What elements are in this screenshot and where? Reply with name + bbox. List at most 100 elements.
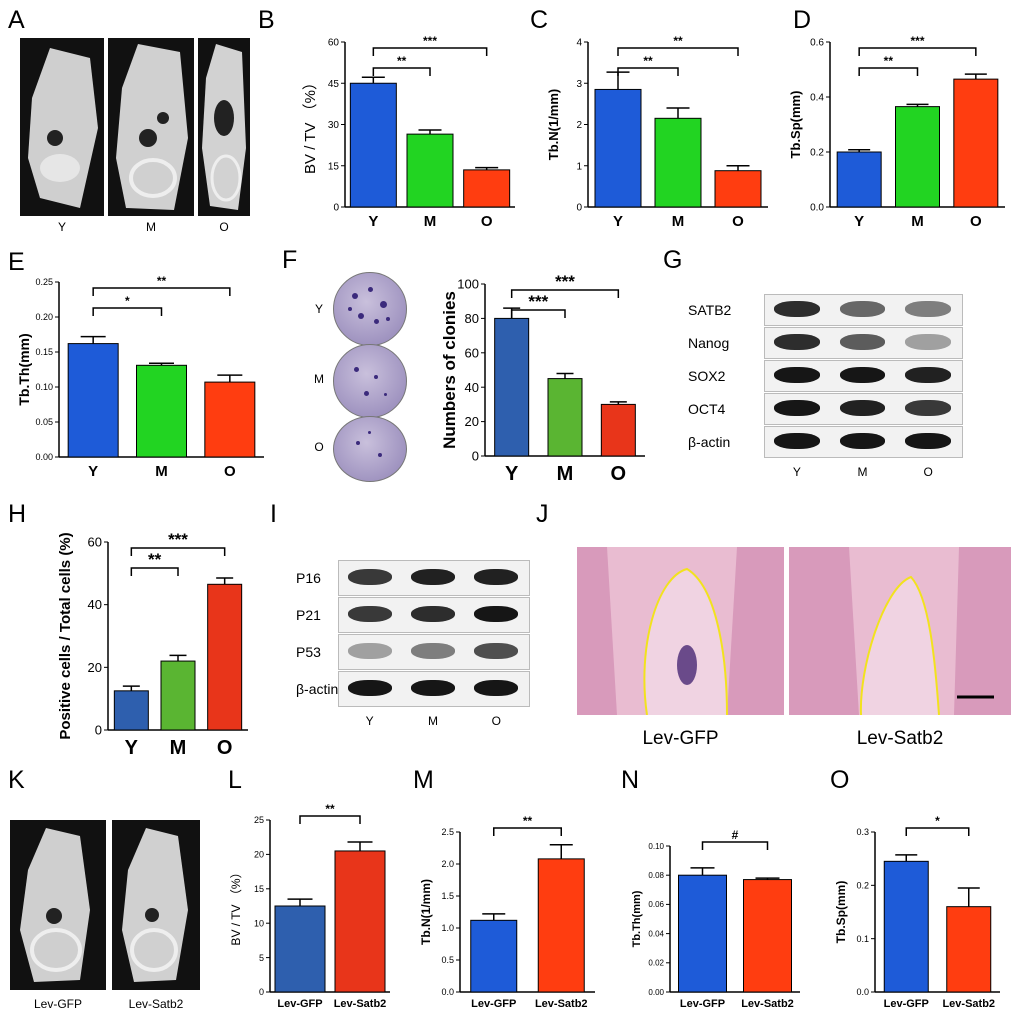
blot-band-i-2-0 bbox=[347, 643, 392, 659]
y-tick-label-h: 20 bbox=[88, 660, 102, 675]
bar-h-0 bbox=[113, 690, 149, 731]
significance-bracket-h-0 bbox=[130, 567, 179, 576]
y-tick-label-f: 60 bbox=[465, 345, 479, 360]
blot-lane-label-g-0: Y bbox=[792, 465, 801, 479]
significance-label-h-1: *** bbox=[168, 530, 188, 549]
blot-band-g-0-1 bbox=[839, 301, 886, 317]
y-tick-label-e: 0.20 bbox=[35, 312, 53, 322]
category-label-h-1: M bbox=[170, 737, 187, 759]
category-label-f-0: Y bbox=[505, 463, 519, 485]
panel-letter-n: N bbox=[621, 766, 640, 794]
bar-c-1 bbox=[654, 117, 702, 208]
category-label-e-1: M bbox=[155, 463, 168, 480]
bar-e-1 bbox=[136, 364, 187, 458]
significance-bracket-m-0 bbox=[493, 827, 562, 836]
blot-row-label-g-0: SATB2 bbox=[688, 301, 732, 318]
y-tick-label-e: 0.05 bbox=[35, 417, 53, 427]
y-tick-label-l: 20 bbox=[254, 850, 264, 860]
y-tick-label-f: 100 bbox=[457, 277, 479, 292]
y-tick-label-l: 15 bbox=[254, 884, 264, 894]
significance-bracket-f-0 bbox=[510, 309, 566, 318]
significance-bracket-d-0 bbox=[858, 67, 919, 76]
y-axis-label-f: Numbers of clonies bbox=[440, 291, 459, 449]
category-label-b-0: Y bbox=[368, 213, 378, 230]
y-axis-label-d: Tb.Sp(mm) bbox=[790, 91, 803, 159]
significance-label-o-0: * bbox=[935, 814, 940, 828]
caption-a-m: M bbox=[146, 220, 156, 234]
category-label-m-0: Lev-GFP bbox=[471, 998, 516, 1010]
y-tick-label-h: 60 bbox=[88, 535, 102, 550]
significance-label-c-1: ** bbox=[673, 34, 683, 48]
y-tick-label-o: 0.3 bbox=[856, 827, 869, 837]
microct-image-m bbox=[108, 38, 194, 216]
bar-m-1 bbox=[537, 858, 585, 993]
bar-f-0 bbox=[494, 317, 530, 457]
caption-a-y: Y bbox=[57, 220, 66, 234]
bar-b-0 bbox=[349, 82, 397, 208]
y-axis-label-l: BV / TV （%） bbox=[230, 866, 243, 945]
chart-o: 0.0 0.1 0.2 0.3 Tb.Sp(mm) Lev-GFP Lev-Satb2 * bbox=[835, 814, 1000, 1010]
y-tick-label-o: 0.0 bbox=[856, 987, 869, 997]
y-tick-label-b: 60 bbox=[328, 38, 340, 49]
y-tick-label-o: 0.1 bbox=[856, 934, 869, 944]
caption-j-lev-gfp: Lev-GFP bbox=[642, 728, 719, 749]
bar-b-2 bbox=[463, 169, 511, 208]
significance-label-b-0: ** bbox=[397, 54, 407, 68]
y-tick-label-h: 0 bbox=[95, 723, 102, 738]
significance-label-e-0: * bbox=[125, 294, 130, 308]
y-tick-label-n: 0.06 bbox=[648, 900, 664, 909]
panel-letter-b: B bbox=[258, 6, 275, 34]
blot-band-g-2-2 bbox=[905, 367, 952, 383]
y-tick-label-f: 40 bbox=[465, 380, 479, 395]
panel-letter-d: D bbox=[793, 6, 812, 34]
significance-bracket-l-0 bbox=[299, 815, 361, 824]
y-tick-label-n: 0.02 bbox=[648, 959, 664, 968]
significance-bracket-f-1 bbox=[510, 289, 620, 298]
significance-bracket-c-0 bbox=[617, 67, 679, 76]
blot-band-g-3-2 bbox=[905, 400, 952, 416]
significance-label-d-1: *** bbox=[910, 34, 924, 48]
panel-letter-g: G bbox=[663, 246, 683, 274]
bar-n-1 bbox=[743, 879, 792, 993]
significance-bracket-b-0 bbox=[372, 67, 431, 76]
category-label-d-1: M bbox=[911, 213, 924, 230]
blot-band-i-1-1 bbox=[410, 606, 456, 622]
bar-f-1 bbox=[547, 378, 583, 457]
panel-letter-j: J bbox=[536, 500, 549, 528]
bar-c-0 bbox=[594, 88, 642, 208]
caption-a-o: O bbox=[219, 220, 229, 234]
chart-d: 0.00.20.40.6Tb.Sp(mm)Y M O***** bbox=[790, 34, 1005, 230]
category-label-e-0: Y bbox=[88, 463, 98, 480]
y-axis-label-h: Positive cells / Total cells (%) bbox=[57, 532, 74, 739]
bar-h-2 bbox=[207, 583, 243, 731]
y-tick-label-n: 0.08 bbox=[648, 871, 664, 880]
significance-label-f-1: *** bbox=[555, 272, 575, 291]
microct-image-o bbox=[198, 38, 250, 216]
bar-d-2 bbox=[953, 78, 999, 208]
blot-band-i-3-1 bbox=[410, 680, 456, 696]
y-tick-label-f: 20 bbox=[465, 414, 479, 429]
bar-d-1 bbox=[895, 106, 940, 208]
y-tick-label-e: 0.10 bbox=[35, 382, 53, 392]
y-tick-label-c: 2 bbox=[576, 120, 582, 131]
chart-l: 0 5 10 15 20 25 BV / TV （%） Lev-GFP Lev-Satb2 ** bbox=[230, 802, 390, 1010]
blot-band-i-1-2 bbox=[474, 606, 519, 622]
significance-label-d-0: ** bbox=[884, 54, 894, 68]
microct-image-lev-gfp bbox=[10, 820, 106, 990]
y-axis-label-c: Tb.N(1/mm) bbox=[548, 89, 561, 161]
blot-band-g-4-1 bbox=[839, 433, 886, 449]
y-tick-label-m: 0.5 bbox=[441, 955, 454, 965]
bar-e-2 bbox=[204, 381, 256, 458]
category-label-f-2: O bbox=[611, 463, 627, 485]
panel-letter-o: O bbox=[830, 766, 850, 794]
category-label-h-0: Y bbox=[125, 737, 139, 759]
y-tick-label-d: 0.6 bbox=[810, 38, 824, 49]
blot-row-label-g-2: SOX2 bbox=[688, 367, 726, 384]
colony-dish-m bbox=[333, 344, 407, 418]
significance-label-b-1: *** bbox=[423, 34, 437, 48]
y-tick-label-e: 0.00 bbox=[35, 452, 53, 462]
significance-bracket-e-1 bbox=[92, 287, 231, 296]
category-label-n-0: Lev-GFP bbox=[680, 998, 725, 1010]
